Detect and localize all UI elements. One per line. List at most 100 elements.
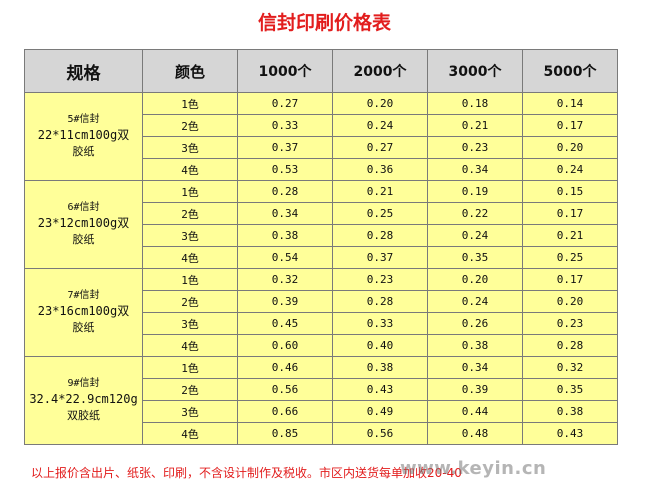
- table-row: 2色 0.33 0.24 0.21 0.17: [25, 114, 618, 137]
- price-cell: 0.39: [427, 378, 523, 401]
- price-cell: 0.28: [522, 334, 618, 357]
- price-cell: 0.38: [522, 400, 618, 423]
- price-cell: 0.56: [332, 422, 428, 445]
- table-row: 4色 0.85 0.56 0.48 0.43: [25, 422, 618, 445]
- header-qty-1000: 1000个: [237, 49, 333, 93]
- header-qty-5000: 5000个: [522, 49, 618, 93]
- price-cell: 0.54: [237, 246, 333, 269]
- spec-size: 23*12cm100g双: [37, 216, 130, 231]
- price-cell: 0.25: [522, 246, 618, 269]
- table-row: 9#信封 32.4*22.9cm120g 双胶纸 1色 0.46 0.38 0.34 0.32: [24, 356, 618, 445]
- color-cell: 3色: [142, 136, 238, 159]
- spec-name: 7#信封: [67, 289, 100, 301]
- price-cell: 0.22: [427, 202, 523, 225]
- price-cell: 0.39: [237, 290, 333, 313]
- price-cell: 0.33: [237, 114, 333, 137]
- price-cell: 0.40: [332, 334, 428, 357]
- price-cell: 0.56: [237, 378, 333, 401]
- color-cell: 1色: [142, 92, 238, 115]
- price-cell: 0.17: [522, 268, 618, 291]
- price-cell: 0.43: [522, 422, 618, 445]
- spec-cell: 9#信封 32.4*22.9cm120g 双胶纸: [24, 356, 143, 445]
- price-cell: 0.20: [522, 136, 618, 159]
- price-table: 规格 颜色 1000个 2000个 3000个 5000个 5#信封 22*11c…: [24, 49, 618, 445]
- price-cell: 0.28: [332, 224, 428, 247]
- price-cell: 0.27: [332, 136, 428, 159]
- price-cell: 0.27: [237, 92, 333, 115]
- spec-size: 23*16cm100g双: [37, 304, 130, 319]
- price-cell: 0.24: [522, 158, 618, 181]
- color-cell: 2色: [142, 202, 238, 225]
- price-cell: 0.24: [427, 224, 523, 247]
- table-row: 2色 0.39 0.28 0.24 0.20: [25, 290, 618, 313]
- header-row: 规格 颜色 1000个 2000个 3000个 5000个: [24, 49, 618, 93]
- spec-cell: 5#信封 22*11cm100g双 胶纸: [24, 92, 143, 181]
- color-cell: 4色: [142, 422, 238, 445]
- price-cell: 0.33: [332, 312, 428, 335]
- color-cell: 4色: [142, 246, 238, 269]
- price-cell: 0.17: [522, 114, 618, 137]
- price-cell: 0.32: [522, 356, 618, 379]
- price-cell: 0.46: [237, 356, 333, 379]
- spec-name: 5#信封: [67, 113, 100, 125]
- spec-cell: 6#信封 23*12cm100g双 胶纸: [24, 180, 143, 269]
- price-cell: 0.35: [427, 246, 523, 269]
- table-row: 2色 0.34 0.25 0.22 0.17: [25, 202, 618, 225]
- price-cell: 0.48: [427, 422, 523, 445]
- price-cell: 0.24: [332, 114, 428, 137]
- price-cell: 0.44: [427, 400, 523, 423]
- price-cell: 0.34: [427, 158, 523, 181]
- price-cell: 0.28: [332, 290, 428, 313]
- spec-cell: 7#信封 23*16cm100g双 胶纸: [24, 268, 143, 357]
- color-cell: 1色: [142, 356, 238, 379]
- price-cell: 0.60: [237, 334, 333, 357]
- price-cell: 0.36: [332, 158, 428, 181]
- spec-size: 22*11cm100g双: [37, 128, 130, 143]
- price-cell: 0.43: [332, 378, 428, 401]
- price-cell: 0.21: [522, 224, 618, 247]
- price-cell: 0.38: [427, 334, 523, 357]
- spec-name: 9#信封: [67, 377, 100, 389]
- header-spec: 规格: [24, 49, 143, 93]
- price-cell: 0.17: [522, 202, 618, 225]
- price-cell: 0.34: [237, 202, 333, 225]
- price-cell: 0.20: [332, 92, 428, 115]
- price-cell: 0.45: [237, 312, 333, 335]
- color-cell: 3色: [142, 400, 238, 423]
- price-cell: 0.34: [427, 356, 523, 379]
- spec-size: 32.4*22.9cm120g: [29, 392, 138, 407]
- price-cell: 0.32: [237, 268, 333, 291]
- price-cell: 0.19: [427, 180, 523, 203]
- header-color: 颜色: [142, 49, 238, 93]
- price-cell: 0.37: [332, 246, 428, 269]
- price-cell: 0.25: [332, 202, 428, 225]
- price-cell: 0.37: [237, 136, 333, 159]
- price-cell: 0.24: [427, 290, 523, 313]
- color-cell: 2色: [142, 114, 238, 137]
- price-cell: 0.53: [237, 158, 333, 181]
- color-cell: 4色: [142, 158, 238, 181]
- color-cell: 1色: [142, 268, 238, 291]
- color-cell: 3色: [142, 312, 238, 335]
- price-cell: 0.21: [332, 180, 428, 203]
- price-cell: 0.35: [522, 378, 618, 401]
- color-cell: 1色: [142, 180, 238, 203]
- color-cell: 3色: [142, 224, 238, 247]
- header-qty-3000: 3000个: [427, 49, 523, 93]
- table-row: 3色 0.38 0.28 0.24 0.21: [25, 224, 618, 247]
- spec-name: 6#信封: [67, 201, 100, 213]
- price-cell: 0.49: [332, 400, 428, 423]
- price-cell: 0.21: [427, 114, 523, 137]
- color-cell: 4色: [142, 334, 238, 357]
- price-cell: 0.38: [332, 356, 428, 379]
- price-cell: 0.14: [522, 92, 618, 115]
- price-cell: 0.23: [332, 268, 428, 291]
- price-cell: 0.85: [237, 422, 333, 445]
- page-title: 信封印刷价格表: [257, 12, 391, 34]
- price-cell: 0.23: [427, 136, 523, 159]
- footer-note: 以上报价含出片、纸张、印刷，不含设计制作及税收。市区内送货每单加收20-40: [31, 466, 462, 480]
- table-row: 4色 0.53 0.36 0.34 0.24: [25, 158, 618, 181]
- price-cell: 0.28: [237, 180, 333, 203]
- price-cell: 0.23: [522, 312, 618, 335]
- table-row: 7#信封 23*16cm100g双 胶纸 1色 0.32 0.23 0.20 0.17: [24, 268, 618, 357]
